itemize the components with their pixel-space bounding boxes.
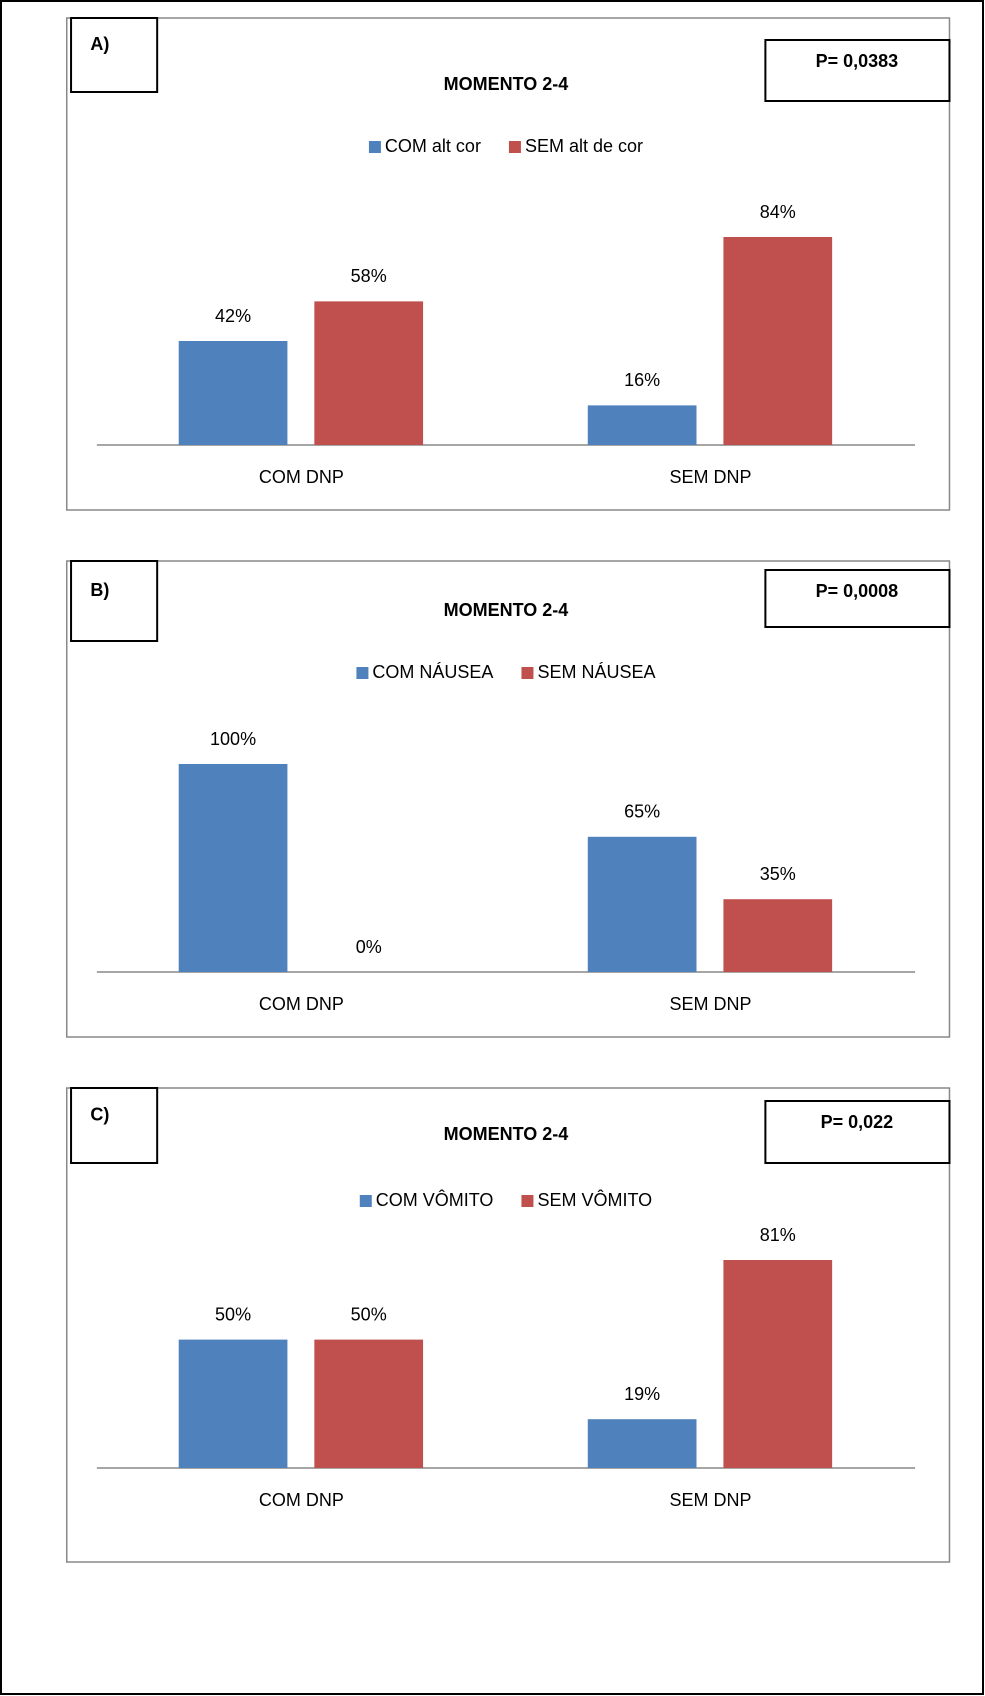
bar xyxy=(314,1339,424,1468)
legend-swatch xyxy=(359,1195,372,1207)
panel-label-box xyxy=(70,17,159,93)
bar xyxy=(587,405,697,445)
annotation: P= 0,0008 xyxy=(816,581,899,601)
value-label: 65% xyxy=(624,802,660,822)
legend-swatch xyxy=(368,141,381,153)
panel-label: C) xyxy=(90,1104,109,1124)
x-tick-label: COM DNP xyxy=(259,1490,344,1510)
bar xyxy=(723,237,833,445)
annotation: P= 0,022 xyxy=(821,1112,894,1132)
panel-border xyxy=(65,1087,951,1563)
value-label: 100% xyxy=(210,729,256,749)
legend-label: SEM VÔMITO xyxy=(537,1189,652,1210)
legend-swatch xyxy=(521,1195,534,1207)
value-label: 35% xyxy=(760,864,796,884)
panel-label: A) xyxy=(90,34,109,54)
annotation-box xyxy=(764,39,951,102)
annotation-box xyxy=(764,569,951,628)
legend-swatch xyxy=(521,667,534,679)
x-tick-label: COM DNP xyxy=(259,994,344,1014)
x-tick-label: SEM DNP xyxy=(669,994,751,1014)
bar xyxy=(178,341,288,445)
value-label: 50% xyxy=(215,1304,251,1324)
panel-border xyxy=(65,17,951,511)
legend-label: COM VÔMITO xyxy=(376,1189,494,1210)
x-tick-label: SEM DNP xyxy=(669,1490,751,1510)
bar xyxy=(178,764,288,972)
bar xyxy=(723,899,833,972)
value-label: 19% xyxy=(624,1384,660,1404)
bar xyxy=(178,1339,288,1468)
annotation-box xyxy=(764,1100,951,1164)
legend-label: SEM NÁUSEA xyxy=(537,662,655,682)
legend-swatch xyxy=(356,667,369,679)
value-label: 84% xyxy=(760,202,796,222)
value-label: 42% xyxy=(215,306,251,326)
chart-title: MOMENTO 2-4 xyxy=(444,74,569,94)
chart-title: MOMENTO 2-4 xyxy=(444,600,569,620)
panel-label-box xyxy=(70,560,159,642)
panel-border xyxy=(65,560,951,1038)
value-label: 0% xyxy=(356,937,382,957)
chart-title: MOMENTO 2-4 xyxy=(444,1124,569,1144)
legend-label: SEM alt de cor xyxy=(525,136,643,156)
bar xyxy=(587,1419,697,1468)
legend-swatch xyxy=(508,141,521,153)
value-label: 58% xyxy=(351,266,387,286)
bar xyxy=(314,301,424,445)
legend-label: COM NÁUSEA xyxy=(372,662,493,682)
bar xyxy=(723,1260,833,1468)
annotation: P= 0,0383 xyxy=(816,51,899,71)
x-tick-label: COM DNP xyxy=(259,467,344,487)
panel-label-box xyxy=(70,1087,159,1164)
value-label: 16% xyxy=(624,370,660,390)
value-label: 81% xyxy=(760,1225,796,1245)
panel-label: B) xyxy=(90,580,109,600)
value-label: 50% xyxy=(351,1304,387,1324)
x-tick-label: SEM DNP xyxy=(669,467,751,487)
bar xyxy=(587,836,697,972)
legend-label: COM alt cor xyxy=(385,136,481,156)
